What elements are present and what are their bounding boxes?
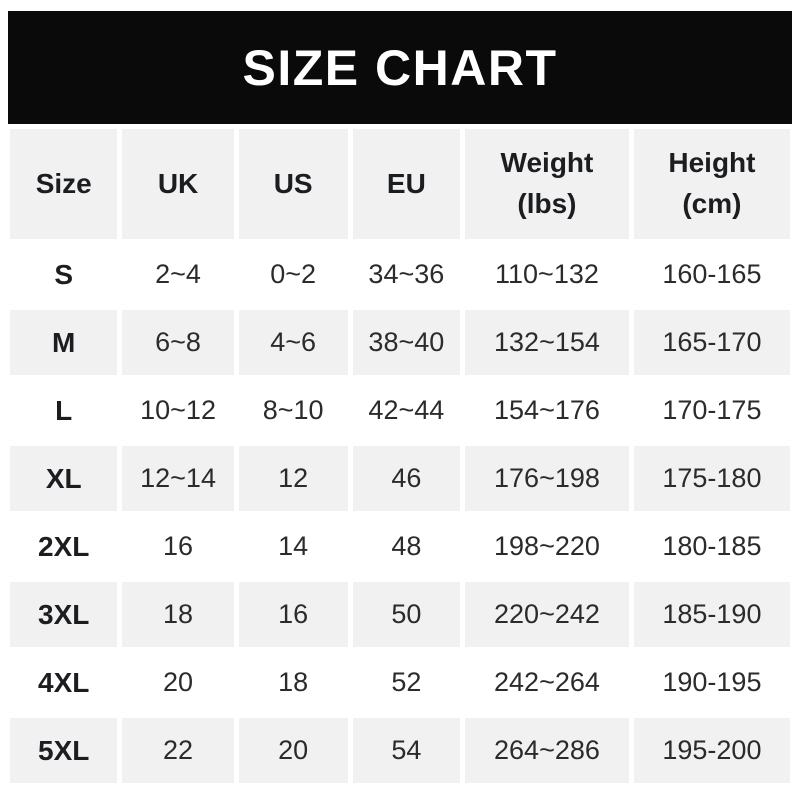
table-row: 5XL 22 20 54 264~286 195-200 xyxy=(10,718,790,783)
cell-eu: 52 xyxy=(352,650,461,715)
column-header-label: EU xyxy=(386,167,426,199)
cell-height: 165-170 xyxy=(633,310,790,375)
cell-uk: 16 xyxy=(122,514,234,579)
cell-uk: 22 xyxy=(122,718,234,783)
column-header-label: Size xyxy=(35,167,92,199)
cell-uk: 2~4 xyxy=(122,242,234,307)
table-row: 2XL 16 14 48 198~220 180-185 xyxy=(10,514,790,579)
table-row: XL 12~14 12 46 176~198 175-180 xyxy=(10,446,790,511)
cell-height: 170-175 xyxy=(633,378,790,443)
cell-weight: 110~132 xyxy=(465,242,629,307)
cell-us: 0~2 xyxy=(238,242,348,307)
column-header-label: UK xyxy=(157,167,199,199)
cell-weight: 264~286 xyxy=(465,718,629,783)
cell-eu: 34~36 xyxy=(352,242,461,307)
cell-weight: 154~176 xyxy=(465,378,629,443)
column-header-label: Weight xyxy=(500,147,594,179)
cell-weight: 220~242 xyxy=(465,582,629,647)
cell-us: 20 xyxy=(238,718,348,783)
size-cell: 3XL xyxy=(10,582,118,647)
cell-height: 175-180 xyxy=(633,446,790,511)
size-chart-table: Size UK US EU Weight (lbs) Height (cm) S 2~4 0~2 3… xyxy=(5,126,795,786)
column-header-uk: UK xyxy=(122,129,234,239)
header-row: Size UK US EU Weight (lbs) Height (cm) xyxy=(10,129,790,239)
cell-us: 18 xyxy=(238,650,348,715)
cell-eu: 48 xyxy=(352,514,461,579)
cell-us: 4~6 xyxy=(238,310,348,375)
cell-eu: 50 xyxy=(352,582,461,647)
column-header-height: Height (cm) xyxy=(633,129,790,239)
cell-height: 180-185 xyxy=(633,514,790,579)
column-header-unit: (cm) xyxy=(682,188,742,219)
cell-eu: 38~40 xyxy=(352,310,461,375)
cell-uk: 6~8 xyxy=(122,310,234,375)
table-body: S 2~4 0~2 34~36 110~132 160-165 M 6~8 4~6 38~40 13… xyxy=(10,242,790,783)
column-header-size: Size xyxy=(10,129,118,239)
table-row: S 2~4 0~2 34~36 110~132 160-165 xyxy=(10,242,790,307)
size-cell: L xyxy=(10,378,118,443)
cell-height: 190-195 xyxy=(633,650,790,715)
cell-height: 185-190 xyxy=(633,582,790,647)
table-row: M 6~8 4~6 38~40 132~154 165-170 xyxy=(10,310,790,375)
cell-eu: 46 xyxy=(352,446,461,511)
cell-weight: 132~154 xyxy=(465,310,629,375)
cell-us: 14 xyxy=(238,514,348,579)
cell-us: 12 xyxy=(238,446,348,511)
cell-weight: 198~220 xyxy=(465,514,629,579)
column-header-weight: Weight (lbs) xyxy=(465,129,629,239)
column-header-unit: (lbs) xyxy=(517,188,577,219)
column-header-us: US xyxy=(238,129,348,239)
cell-weight: 242~264 xyxy=(465,650,629,715)
table-row: 4XL 20 18 52 242~264 190-195 xyxy=(10,650,790,715)
column-header-label: US xyxy=(273,167,313,199)
table-row: 3XL 18 16 50 220~242 185-190 xyxy=(10,582,790,647)
size-cell: S xyxy=(10,242,118,307)
cell-uk: 12~14 xyxy=(122,446,234,511)
cell-us: 8~10 xyxy=(238,378,348,443)
cell-uk: 18 xyxy=(122,582,234,647)
column-header-label: Height xyxy=(668,147,756,179)
cell-weight: 176~198 xyxy=(465,446,629,511)
cell-uk: 10~12 xyxy=(122,378,234,443)
table-header: Size UK US EU Weight (lbs) Height (cm) xyxy=(10,129,790,239)
size-cell: 2XL xyxy=(10,514,118,579)
table-row: L 10~12 8~10 42~44 154~176 170-175 xyxy=(10,378,790,443)
column-header-eu: EU xyxy=(352,129,461,239)
title-banner: SIZE CHART xyxy=(8,11,792,124)
page-title: SIZE CHART xyxy=(242,39,558,96)
cell-height: 195-200 xyxy=(633,718,790,783)
size-cell: M xyxy=(10,310,118,375)
size-cell: 5XL xyxy=(10,718,118,783)
cell-us: 16 xyxy=(238,582,348,647)
cell-eu: 54 xyxy=(352,718,461,783)
cell-uk: 20 xyxy=(122,650,234,715)
cell-eu: 42~44 xyxy=(352,378,461,443)
size-cell: XL xyxy=(10,446,118,511)
size-cell: 4XL xyxy=(10,650,118,715)
cell-height: 160-165 xyxy=(633,242,790,307)
